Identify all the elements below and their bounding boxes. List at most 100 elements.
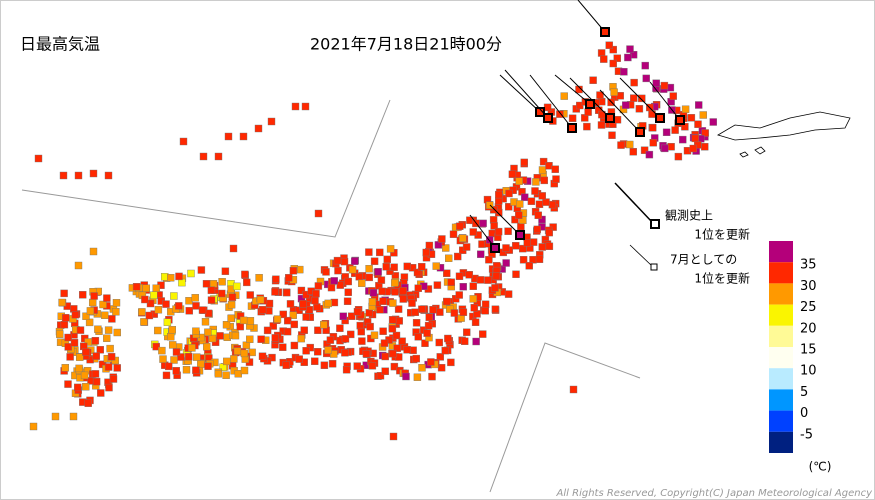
scale-label: 35: [800, 258, 817, 273]
station-marker: [76, 326, 85, 334]
station-marker: [629, 147, 637, 156]
station-marker: [320, 321, 328, 329]
station-marker: [69, 412, 78, 421]
station-marker: [241, 270, 249, 279]
station-marker: [227, 301, 236, 309]
station-marker: [103, 294, 111, 302]
station-marker: [218, 289, 226, 298]
station-marker: [283, 327, 292, 336]
station-marker: [538, 192, 546, 200]
station-marker: [355, 273, 363, 281]
station-marker: [490, 222, 498, 230]
station-marker: [353, 308, 362, 316]
station-marker: [267, 117, 276, 126]
scale-label: 30: [800, 279, 817, 294]
station-marker: [607, 98, 615, 107]
station-marker: [652, 79, 660, 88]
station-marker: [423, 329, 431, 337]
station-marker: [391, 288, 399, 296]
station-marker: [502, 244, 510, 252]
station-marker: [479, 330, 487, 338]
station-marker: [231, 331, 240, 340]
station-marker: [163, 318, 172, 326]
station-marker: [273, 315, 282, 323]
station-marker: [172, 348, 181, 356]
station-marker: [201, 318, 210, 326]
station-marker: [104, 326, 113, 334]
station-marker: [324, 346, 332, 354]
station-marker: [411, 308, 419, 316]
station-marker: [471, 318, 480, 326]
station-marker: [436, 353, 444, 361]
station-marker: [233, 282, 241, 291]
station-marker: [271, 334, 279, 342]
station-marker: [649, 123, 657, 132]
station-marker: [301, 102, 310, 111]
station-marker: [34, 154, 43, 163]
station-marker: [240, 349, 249, 358]
note-text: 1位を更新: [694, 227, 750, 242]
record-marker: [535, 107, 545, 117]
station-marker: [96, 346, 105, 354]
scale-label: 20: [800, 321, 817, 336]
station-marker: [314, 348, 322, 356]
station-marker: [381, 352, 389, 361]
station-marker: [192, 327, 200, 335]
station-marker: [353, 362, 361, 370]
record-marker: [605, 113, 615, 123]
station-marker: [701, 129, 709, 137]
station-marker: [166, 274, 175, 282]
station-marker: [282, 361, 290, 369]
legend-line: [629, 244, 653, 267]
station-marker: [370, 331, 379, 339]
leader-line: [619, 77, 661, 119]
station-marker: [64, 380, 72, 388]
station-marker: [377, 276, 386, 284]
station-marker: [229, 244, 238, 253]
datetime: 2021年7月18日21時00分: [310, 35, 502, 54]
station-marker: [504, 227, 512, 235]
station-marker: [185, 353, 193, 361]
station-marker: [365, 309, 373, 317]
station-marker: [616, 92, 624, 100]
station-marker: [91, 370, 100, 378]
station-marker: [469, 228, 477, 236]
station-marker: [92, 352, 101, 360]
station-marker: [519, 256, 528, 264]
station-marker: [535, 255, 544, 264]
station-marker: [326, 336, 335, 344]
station-marker: [365, 248, 373, 256]
record-marker: [655, 113, 665, 123]
station-marker: [455, 291, 463, 299]
station-marker: [701, 142, 709, 151]
station-marker: [289, 311, 297, 319]
station-marker: [88, 298, 97, 307]
station-marker: [365, 273, 373, 282]
station-marker: [192, 366, 200, 374]
station-marker: [479, 219, 487, 228]
stations: [29, 41, 717, 441]
station-marker: [358, 337, 366, 345]
legend-line: [614, 182, 653, 223]
station-marker: [314, 326, 322, 334]
station-marker: [341, 335, 350, 343]
station-marker: [681, 105, 690, 113]
station-marker: [82, 312, 90, 320]
station-marker: [59, 171, 68, 180]
station-marker: [441, 346, 449, 355]
station-marker: [168, 326, 177, 334]
station-marker: [107, 353, 116, 361]
station-marker: [414, 333, 422, 341]
station-marker: [472, 337, 480, 346]
station-marker: [630, 78, 638, 87]
station-marker: [74, 171, 83, 180]
station-marker: [399, 287, 407, 295]
station-marker: [538, 166, 547, 174]
station-marker: [381, 367, 389, 375]
station-marker: [583, 122, 591, 131]
station-marker: [390, 263, 398, 271]
station-marker: [608, 131, 616, 139]
station-marker: [470, 304, 478, 312]
station-marker: [94, 325, 102, 333]
station-marker: [202, 343, 211, 351]
